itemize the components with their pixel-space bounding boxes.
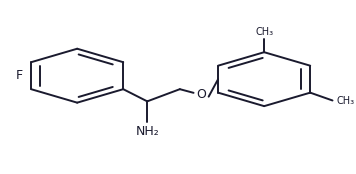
Text: F: F: [15, 69, 22, 82]
Text: CH₃: CH₃: [255, 27, 273, 37]
Text: CH₃: CH₃: [337, 96, 355, 106]
Text: NH₂: NH₂: [135, 125, 159, 138]
Text: O: O: [196, 88, 206, 101]
